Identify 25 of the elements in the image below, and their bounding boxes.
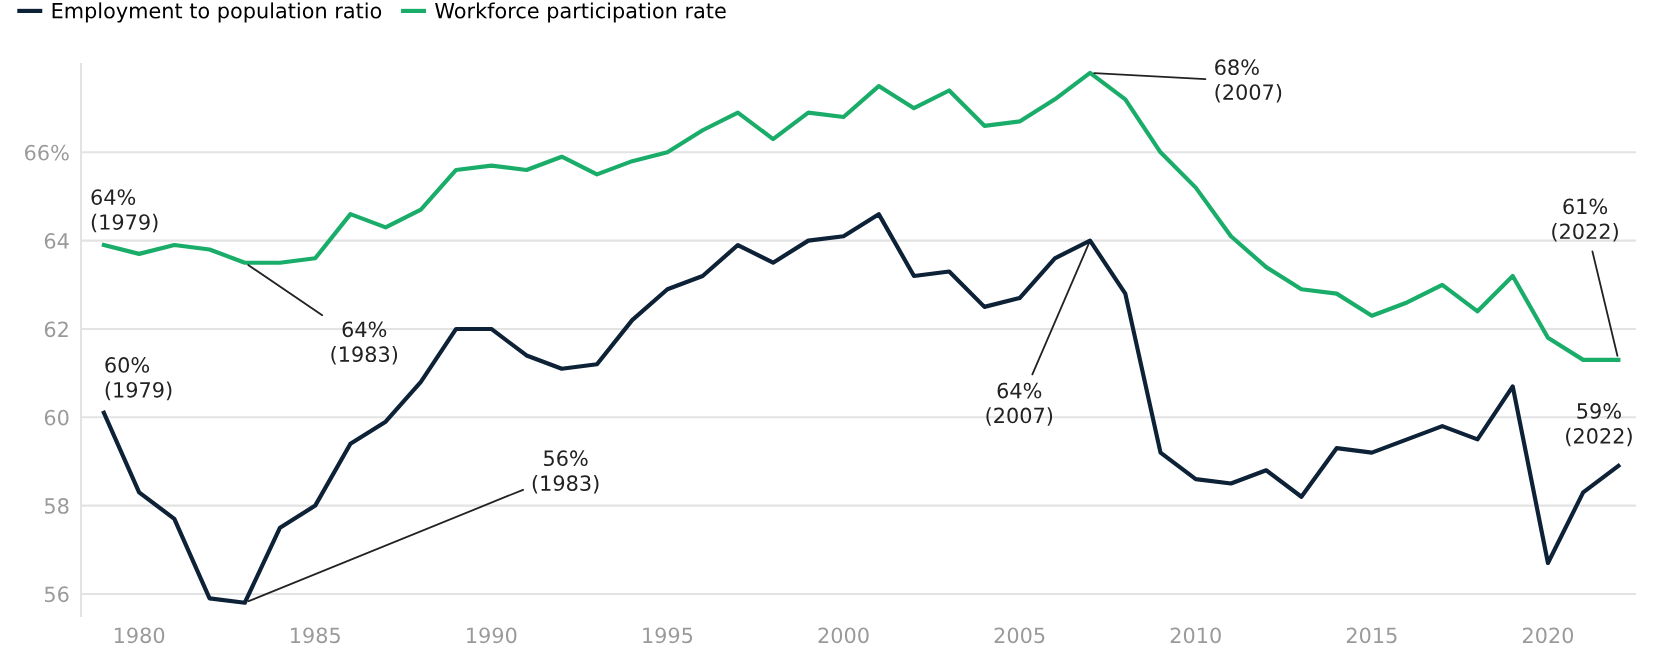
annotation: 60% (1979): [105, 357, 172, 401]
x-tick-label: 1990: [467, 627, 517, 644]
y-tick-label: 64: [44, 233, 69, 249]
y-tick-label: 62: [44, 321, 68, 338]
annotation: 68% (2007): [1215, 59, 1282, 103]
legend-label: Employment to population ratio: [52, 2, 382, 23]
x-tick-label: 2020: [1522, 627, 1574, 644]
annotation: 61% (2022): [1552, 198, 1618, 242]
annotation: 56% (1983): [532, 450, 599, 494]
y-tick-label: 60: [44, 409, 69, 426]
y-tick-label: 56: [44, 586, 69, 603]
annotation: 64% (1979): [91, 189, 158, 233]
annotation: 59% (2022): [1566, 403, 1632, 447]
y-tick-label: 58: [44, 498, 69, 514]
annotation: 64% (2007): [986, 382, 1053, 426]
x-tick-label: 1995: [643, 627, 693, 644]
y-tick-label: 66%: [25, 144, 69, 161]
x-tick-label: 2010: [1170, 627, 1221, 644]
x-tick-label: 2005: [994, 627, 1045, 644]
annotation: 64% (1983): [331, 321, 398, 365]
x-tick-label: 1980: [114, 627, 165, 644]
x-tick-label: 2015: [1346, 627, 1397, 644]
x-tick-label: 1985: [291, 627, 340, 644]
x-tick-label: 2000: [818, 627, 869, 644]
legend-label: Workforce participation rate: [435, 2, 726, 23]
